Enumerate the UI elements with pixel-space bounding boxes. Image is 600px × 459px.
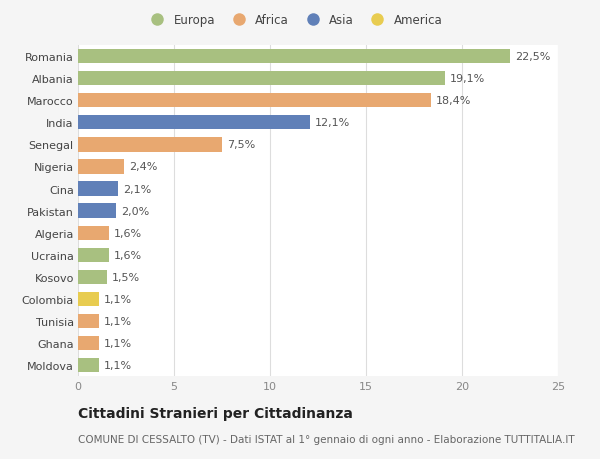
- Bar: [78, 226, 109, 241]
- Bar: [78, 314, 99, 329]
- Text: Cittadini Stranieri per Cittadinanza: Cittadini Stranieri per Cittadinanza: [78, 406, 353, 420]
- Bar: [78, 94, 431, 108]
- Text: 1,1%: 1,1%: [104, 338, 132, 348]
- Bar: [78, 292, 99, 307]
- Text: 1,1%: 1,1%: [104, 360, 132, 370]
- Text: 12,1%: 12,1%: [315, 118, 350, 128]
- Bar: [78, 358, 99, 373]
- Text: 1,1%: 1,1%: [104, 294, 132, 304]
- Text: 7,5%: 7,5%: [227, 140, 255, 150]
- Text: 2,4%: 2,4%: [129, 162, 157, 172]
- Text: 1,1%: 1,1%: [104, 316, 132, 326]
- Bar: [78, 204, 116, 218]
- Legend: Europa, Africa, Asia, America: Europa, Africa, Asia, America: [145, 14, 443, 27]
- Bar: [78, 336, 99, 351]
- Text: 19,1%: 19,1%: [449, 74, 485, 84]
- Bar: [78, 270, 107, 285]
- Bar: [78, 116, 310, 130]
- Bar: [78, 138, 222, 152]
- Text: 1,5%: 1,5%: [112, 272, 140, 282]
- Bar: [78, 72, 445, 86]
- Text: 2,1%: 2,1%: [123, 184, 151, 194]
- Bar: [78, 182, 118, 196]
- Text: 2,0%: 2,0%: [121, 206, 149, 216]
- Bar: [78, 160, 124, 174]
- Text: 18,4%: 18,4%: [436, 96, 472, 106]
- Text: COMUNE DI CESSALTO (TV) - Dati ISTAT al 1° gennaio di ogni anno - Elaborazione T: COMUNE DI CESSALTO (TV) - Dati ISTAT al …: [78, 434, 575, 444]
- Text: 1,6%: 1,6%: [113, 250, 142, 260]
- Bar: [78, 248, 109, 263]
- Text: 1,6%: 1,6%: [113, 228, 142, 238]
- Text: 22,5%: 22,5%: [515, 52, 550, 62]
- Bar: [78, 50, 510, 64]
